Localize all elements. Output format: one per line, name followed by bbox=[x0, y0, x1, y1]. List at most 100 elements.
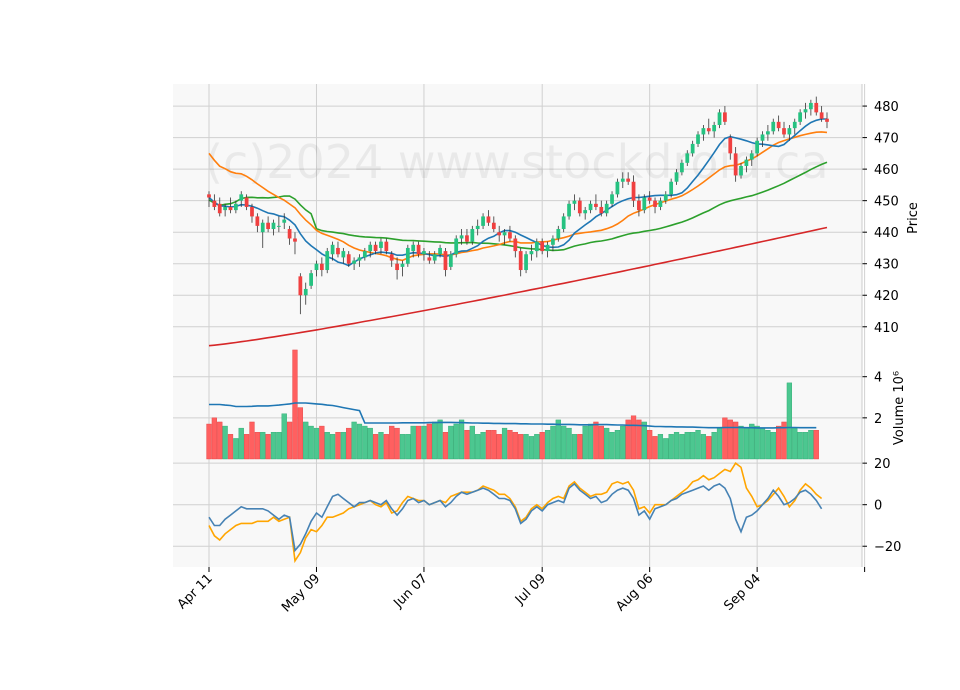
candle-body bbox=[325, 251, 330, 271]
volume-bar bbox=[227, 434, 234, 460]
price-tick-label: 440 bbox=[874, 226, 899, 241]
candle-body bbox=[803, 109, 808, 113]
volume-bar bbox=[673, 432, 680, 460]
candle-body bbox=[271, 222, 276, 230]
candle-body bbox=[696, 134, 700, 144]
candle-body bbox=[588, 203, 593, 211]
volume-bar bbox=[668, 434, 674, 460]
candle-body bbox=[244, 197, 249, 207]
candle-body bbox=[319, 263, 324, 271]
volume-ma-line bbox=[209, 402, 817, 429]
volume-bar bbox=[507, 429, 513, 460]
candle-body bbox=[309, 273, 313, 286]
volume-bar bbox=[587, 423, 594, 460]
candle-body bbox=[814, 102, 819, 113]
candle-body bbox=[567, 203, 571, 217]
price-tick-label: 410 bbox=[874, 321, 899, 336]
candle-body bbox=[502, 232, 507, 236]
volume-bar bbox=[346, 427, 352, 460]
volume-bar bbox=[394, 427, 400, 460]
volume-bar bbox=[512, 432, 518, 460]
volume-bar bbox=[501, 427, 508, 460]
volume-bar bbox=[421, 425, 427, 460]
volume-bar bbox=[464, 429, 470, 460]
volume-bar bbox=[496, 434, 502, 460]
volume-bar bbox=[217, 421, 223, 460]
volume-bar bbox=[636, 419, 642, 460]
volume-bar bbox=[233, 438, 239, 460]
candle-body bbox=[438, 247, 442, 255]
candle-body bbox=[782, 128, 786, 135]
volume-bar bbox=[630, 415, 637, 460]
candle-body bbox=[491, 222, 496, 230]
ma2-line bbox=[208, 131, 828, 262]
candle-body bbox=[712, 124, 717, 132]
price-tick-label: 420 bbox=[874, 289, 899, 304]
volume-bar bbox=[313, 427, 320, 460]
candle-body bbox=[233, 203, 238, 211]
candle-body bbox=[669, 181, 674, 195]
volume-bar bbox=[539, 432, 545, 460]
oscillator-tick-label: −20 bbox=[874, 540, 901, 555]
volume-bar bbox=[722, 417, 728, 460]
gridlines bbox=[173, 84, 866, 567]
volume-bar bbox=[351, 421, 357, 460]
candle-body bbox=[379, 241, 383, 248]
volume-bar bbox=[523, 434, 529, 460]
candle-body bbox=[545, 244, 550, 252]
volume-tick-label: 2 bbox=[874, 412, 882, 427]
volume-bar bbox=[265, 434, 271, 460]
volume-bar bbox=[808, 429, 814, 460]
volume-bar bbox=[781, 421, 787, 460]
volume-bar bbox=[410, 425, 416, 460]
volume-bar bbox=[437, 419, 443, 460]
price-tick-label: 480 bbox=[874, 100, 899, 115]
ma1-line bbox=[208, 118, 827, 267]
candle-body bbox=[701, 128, 706, 135]
candle-body bbox=[260, 222, 265, 233]
candle-body bbox=[465, 235, 469, 242]
volume-bars bbox=[206, 349, 819, 460]
candle-body bbox=[534, 241, 539, 252]
candle-body bbox=[723, 112, 727, 122]
candle-body bbox=[298, 276, 303, 296]
candle-body bbox=[572, 200, 577, 204]
candle-body bbox=[341, 251, 346, 258]
candle-body bbox=[637, 200, 641, 211]
candle-body bbox=[303, 288, 308, 296]
volume-bar bbox=[759, 427, 766, 460]
candle-body bbox=[620, 178, 625, 182]
candle-body bbox=[798, 112, 803, 122]
volume-bar bbox=[475, 434, 481, 460]
volume-bar bbox=[415, 425, 422, 460]
volume-bar bbox=[765, 429, 771, 460]
candle-body bbox=[631, 181, 636, 201]
x-tick-label: Jun 07 bbox=[390, 571, 430, 611]
candle-body bbox=[706, 128, 711, 132]
candle-body bbox=[739, 165, 743, 176]
candle-body bbox=[561, 216, 566, 230]
x-tick-label: Apr 11 bbox=[175, 571, 216, 612]
volume-bar bbox=[362, 425, 368, 460]
volume-bar bbox=[276, 432, 282, 460]
candle-body bbox=[556, 229, 561, 239]
candle-body bbox=[384, 241, 389, 252]
volume-bar bbox=[534, 434, 540, 460]
oscillator-line-1 bbox=[208, 482, 823, 553]
volume-bar bbox=[469, 425, 475, 460]
volume-bar bbox=[786, 382, 793, 460]
candle-body bbox=[599, 206, 604, 214]
candle-body bbox=[540, 241, 545, 252]
price-tick-label: 470 bbox=[874, 132, 899, 147]
volume-bar bbox=[340, 432, 346, 460]
volume-bar bbox=[270, 432, 277, 460]
volume-bar bbox=[367, 427, 373, 460]
candle-body bbox=[362, 251, 367, 258]
volume-bar bbox=[254, 432, 260, 460]
volume-bar bbox=[308, 425, 314, 460]
candle-body bbox=[282, 219, 287, 223]
x-tick-label: Jul 09 bbox=[512, 571, 549, 608]
candle-body bbox=[518, 251, 523, 271]
